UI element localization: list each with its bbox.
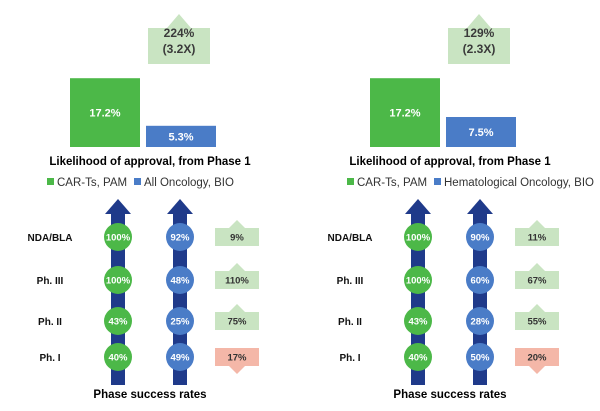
- right-circle-comparator-label: 50%: [470, 353, 490, 364]
- right-stage-label: Ph. III: [337, 276, 364, 287]
- left-diff-arrow-up: [215, 220, 259, 246]
- right-legend-label-comparator: Hematological Oncology, BIO: [444, 177, 594, 189]
- right-circle-comparator: [466, 223, 494, 251]
- left-stage-label: Ph. III: [37, 276, 64, 287]
- left-diff-label: 75%: [227, 317, 247, 328]
- left-callout-multiple: (3.2X): [163, 42, 196, 56]
- right-legend-label-car-t: CAR-Ts, PAM: [357, 177, 427, 189]
- left-diff-label: 9%: [230, 233, 244, 244]
- left-circle-comparator-label: 92%: [170, 233, 190, 244]
- right-stage-label: NDA/BLA: [328, 233, 373, 244]
- left-arrow-shaft-car-t: [111, 213, 125, 385]
- left-bar-value-label: 5.3%: [168, 131, 193, 143]
- right-bar-value-label: 7.5%: [468, 127, 493, 139]
- right-diff-arrow-up: [515, 220, 559, 246]
- left-bar-value-label: 17.2%: [89, 108, 120, 120]
- right-stage-label: Ph. I: [339, 353, 360, 364]
- right-circle-car-t-label: 100%: [406, 233, 431, 244]
- left-arrow-head-comparator: [167, 199, 193, 214]
- right-arrow-head-comparator: [467, 199, 493, 214]
- right-legend-swatch-car-t: [347, 178, 354, 185]
- right-callout-multiple: (2.3X): [463, 42, 496, 56]
- right-diff-arrow-up: [515, 263, 559, 289]
- right-chart-panel: 17.2% 7.5% 129% (2.3X) Likelihood of approva…: [300, 0, 600, 411]
- left-circle-comparator-label: 48%: [170, 276, 190, 287]
- left-bar-comparator: [146, 125, 216, 147]
- left-circle-comparator: [166, 307, 194, 335]
- left-legend-label-car-t: CAR-Ts, PAM: [57, 177, 127, 189]
- left-bar-car-t: [70, 78, 140, 147]
- left-diff-arrow-up: [215, 263, 259, 289]
- right-circle-car-t: [404, 223, 432, 251]
- left-circle-comparator-label: 49%: [170, 353, 190, 364]
- right-diff-label: 67%: [527, 276, 547, 287]
- left-callout-percent: 224%: [164, 26, 195, 40]
- left-diff-arrow-up: [215, 304, 259, 330]
- right-diff-arrow-up: [515, 304, 559, 330]
- left-legend-swatch-car-t: [47, 178, 54, 185]
- right-diff-label: 55%: [527, 317, 547, 328]
- left-arrow-head-car-t: [105, 199, 131, 214]
- right-legend-swatch-comparator: [434, 178, 441, 185]
- right-chart-title: Likelihood of approval, from Phase 1: [349, 156, 551, 168]
- left-legend-swatch-comparator: [134, 178, 141, 185]
- left-circle-car-t-label: 100%: [106, 276, 131, 287]
- right-chart-svg: 17.2% 7.5% 129% (2.3X) Likelihood of approva…: [328, 14, 594, 401]
- left-diff-label: 110%: [225, 276, 249, 287]
- right-callout-arrow: [448, 14, 510, 64]
- right-circle-comparator-label: 28%: [470, 317, 490, 328]
- right-circle-car-t-label: 100%: [406, 276, 431, 287]
- left-stage-label: Ph. II: [38, 317, 62, 328]
- left-chart-svg: 17.2% 5.3% 224% (3.2X) Likelihood of approva…: [28, 14, 259, 401]
- right-arrow-shaft-car-t: [411, 213, 425, 385]
- right-bar-comparator: [446, 117, 516, 147]
- left-circle-car-t: [104, 343, 132, 371]
- right-circle-car-t-label: 43%: [408, 317, 428, 328]
- right-circle-car-t: [404, 307, 432, 335]
- right-bar-value-label: 17.2%: [389, 108, 420, 120]
- right-callout-percent: 129%: [464, 26, 495, 40]
- left-circle-car-t-label: 40%: [108, 353, 128, 364]
- left-circle-car-t: [104, 266, 132, 294]
- right-circle-comparator-label: 90%: [470, 233, 490, 244]
- left-circle-comparator: [166, 266, 194, 294]
- right-diff-label: 20%: [527, 353, 547, 364]
- left-phase-title: Phase success rates: [93, 389, 206, 401]
- left-circle-car-t-label: 43%: [108, 317, 128, 328]
- right-diff-arrow-down: [515, 348, 559, 374]
- left-circle-comparator: [166, 223, 194, 251]
- left-stage-label: NDA/BLA: [28, 233, 73, 244]
- left-circle-car-t-label: 100%: [106, 233, 131, 244]
- left-chart-panel: 17.2% 5.3% 224% (3.2X) Likelihood of approva…: [28, 14, 259, 401]
- right-circle-car-t-label: 40%: [408, 353, 428, 364]
- left-legend-label-comparator: All Oncology, BIO: [144, 177, 234, 189]
- left-chart-title: Likelihood of approval, from Phase 1: [49, 156, 251, 168]
- right-circle-car-t: [404, 266, 432, 294]
- left-arrow-shaft-comparator: [173, 213, 187, 385]
- right-arrow-head-car-t: [405, 199, 431, 214]
- right-circle-comparator: [466, 266, 494, 294]
- right-arrow-shaft-comparator: [473, 213, 487, 385]
- right-circle-comparator: [466, 343, 494, 371]
- right-diff-label: 11%: [528, 233, 547, 244]
- right-circle-comparator-label: 60%: [470, 276, 490, 287]
- left-diff-label: 17%: [227, 353, 247, 364]
- left-circle-comparator-label: 25%: [170, 317, 190, 328]
- right-phase-title: Phase success rates: [393, 389, 506, 401]
- left-stage-label: Ph. I: [39, 353, 60, 364]
- left-diff-arrow-down: [215, 348, 259, 374]
- left-circle-car-t: [104, 307, 132, 335]
- left-circle-comparator: [166, 343, 194, 371]
- left-callout-arrow: [148, 14, 210, 64]
- right-circle-car-t: [404, 343, 432, 371]
- right-bar-car-t: [370, 78, 440, 147]
- left-circle-car-t: [104, 223, 132, 251]
- right-circle-comparator: [466, 307, 494, 335]
- right-stage-label: Ph. II: [338, 317, 362, 328]
